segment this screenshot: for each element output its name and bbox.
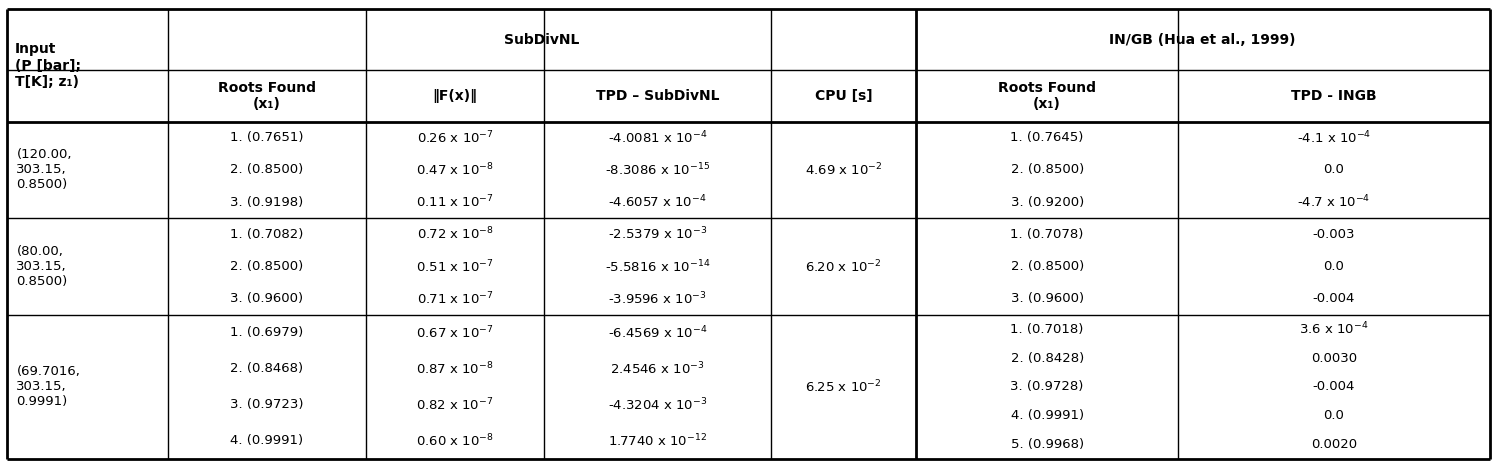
Text: 1. (0.7078): 1. (0.7078) [1010, 228, 1084, 241]
Text: 0.0020: 0.0020 [1311, 438, 1356, 451]
Text: 1. (0.7645): 1. (0.7645) [1010, 132, 1084, 144]
Text: SubDivNL: SubDivNL [504, 33, 579, 47]
Text: 3. (0.9728): 3. (0.9728) [1010, 380, 1084, 393]
Text: 3.6 x 10$^{-4}$: 3.6 x 10$^{-4}$ [1299, 321, 1368, 337]
Text: 3. (0.9198): 3. (0.9198) [231, 196, 304, 209]
Text: -2.5379 x 10$^{-3}$: -2.5379 x 10$^{-3}$ [608, 226, 707, 243]
Text: 0.72 x 10$^{-8}$: 0.72 x 10$^{-8}$ [416, 226, 494, 243]
Text: 2. (0.8428): 2. (0.8428) [1010, 351, 1084, 365]
Text: 3. (0.9723): 3. (0.9723) [231, 398, 304, 411]
Text: 0.82 x 10$^{-7}$: 0.82 x 10$^{-7}$ [416, 396, 494, 413]
Text: -6.4569 x 10$^{-4}$: -6.4569 x 10$^{-4}$ [608, 324, 707, 341]
Text: Input
(P [bar];
T[K]; z₁): Input (P [bar]; T[K]; z₁) [15, 42, 81, 89]
Text: 0.0: 0.0 [1323, 163, 1344, 176]
Text: 3. (0.9200): 3. (0.9200) [1010, 196, 1084, 209]
Text: -4.3204 x 10$^{-3}$: -4.3204 x 10$^{-3}$ [608, 396, 707, 413]
Text: 6.20 x 10$^{-2}$: 6.20 x 10$^{-2}$ [805, 258, 882, 275]
Text: -0.004: -0.004 [1313, 292, 1355, 305]
Text: (69.7016,
303.15,
0.9991): (69.7016, 303.15, 0.9991) [16, 365, 81, 408]
Text: 0.51 x 10$^{-7}$: 0.51 x 10$^{-7}$ [416, 258, 494, 275]
Text: -4.0081 x 10$^{-4}$: -4.0081 x 10$^{-4}$ [608, 130, 707, 146]
Text: 1. (0.6979): 1. (0.6979) [231, 326, 304, 339]
Text: 0.0: 0.0 [1323, 409, 1344, 422]
Text: 2. (0.8500): 2. (0.8500) [1010, 163, 1084, 176]
Text: -0.004: -0.004 [1313, 380, 1355, 393]
Text: 1. (0.7082): 1. (0.7082) [231, 228, 304, 241]
Text: 0.11 x 10$^{-7}$: 0.11 x 10$^{-7}$ [416, 194, 494, 211]
Text: (120.00,
303.15,
0.8500): (120.00, 303.15, 0.8500) [16, 148, 72, 191]
Text: 1.7740 x 10$^{-12}$: 1.7740 x 10$^{-12}$ [608, 432, 707, 449]
Text: 3. (0.9600): 3. (0.9600) [1010, 292, 1084, 305]
Text: 1. (0.7651): 1. (0.7651) [231, 132, 304, 144]
Text: -3.9596 x 10$^{-3}$: -3.9596 x 10$^{-3}$ [608, 291, 707, 307]
Text: TPD – SubDivNL: TPD – SubDivNL [596, 89, 719, 103]
Text: 0.87 x 10$^{-8}$: 0.87 x 10$^{-8}$ [416, 360, 494, 377]
Text: 2. (0.8500): 2. (0.8500) [231, 163, 304, 176]
Text: TPD - INGB: TPD - INGB [1290, 89, 1377, 103]
Text: 2. (0.8500): 2. (0.8500) [1010, 260, 1084, 273]
Text: CPU [s]: CPU [s] [814, 89, 873, 103]
Text: Roots Found
(x₁): Roots Found (x₁) [998, 81, 1096, 111]
Text: Roots Found
(x₁): Roots Found (x₁) [219, 81, 316, 111]
Text: 2. (0.8468): 2. (0.8468) [231, 362, 304, 375]
Text: 4.69 x 10$^{-2}$: 4.69 x 10$^{-2}$ [804, 161, 882, 178]
Text: 1. (0.7018): 1. (0.7018) [1010, 323, 1084, 336]
Text: 2.4546 x 10$^{-3}$: 2.4546 x 10$^{-3}$ [611, 360, 705, 377]
Text: IN/GB (Hua et al., 1999): IN/GB (Hua et al., 1999) [1109, 33, 1296, 47]
Text: 0.47 x 10$^{-8}$: 0.47 x 10$^{-8}$ [416, 161, 494, 178]
Text: 6.25 x 10$^{-2}$: 6.25 x 10$^{-2}$ [805, 379, 882, 395]
Text: 5. (0.9968): 5. (0.9968) [1010, 438, 1084, 451]
Text: -4.7 x 10$^{-4}$: -4.7 x 10$^{-4}$ [1298, 194, 1371, 211]
Text: 0.0: 0.0 [1323, 260, 1344, 273]
Text: 3. (0.9600): 3. (0.9600) [231, 292, 304, 305]
Text: 0.60 x 10$^{-8}$: 0.60 x 10$^{-8}$ [416, 432, 494, 449]
Text: -0.003: -0.003 [1313, 228, 1355, 241]
Text: (80.00,
303.15,
0.8500): (80.00, 303.15, 0.8500) [16, 245, 67, 288]
Text: 2. (0.8500): 2. (0.8500) [231, 260, 304, 273]
Text: 4. (0.9991): 4. (0.9991) [231, 434, 304, 447]
Text: -8.3086 x 10$^{-15}$: -8.3086 x 10$^{-15}$ [605, 161, 710, 178]
Text: 0.71 x 10$^{-7}$: 0.71 x 10$^{-7}$ [416, 291, 494, 307]
Text: 0.0030: 0.0030 [1311, 351, 1356, 365]
Text: ‖F(x)‖: ‖F(x)‖ [433, 89, 478, 103]
Text: 4. (0.9991): 4. (0.9991) [1010, 409, 1084, 422]
Text: -5.5816 x 10$^{-14}$: -5.5816 x 10$^{-14}$ [605, 258, 710, 275]
Text: -4.6057 x 10$^{-4}$: -4.6057 x 10$^{-4}$ [608, 194, 707, 211]
Text: -4.1 x 10$^{-4}$: -4.1 x 10$^{-4}$ [1296, 130, 1371, 146]
Text: 0.67 x 10$^{-7}$: 0.67 x 10$^{-7}$ [416, 324, 494, 341]
Text: 0.26 x 10$^{-7}$: 0.26 x 10$^{-7}$ [416, 130, 494, 146]
